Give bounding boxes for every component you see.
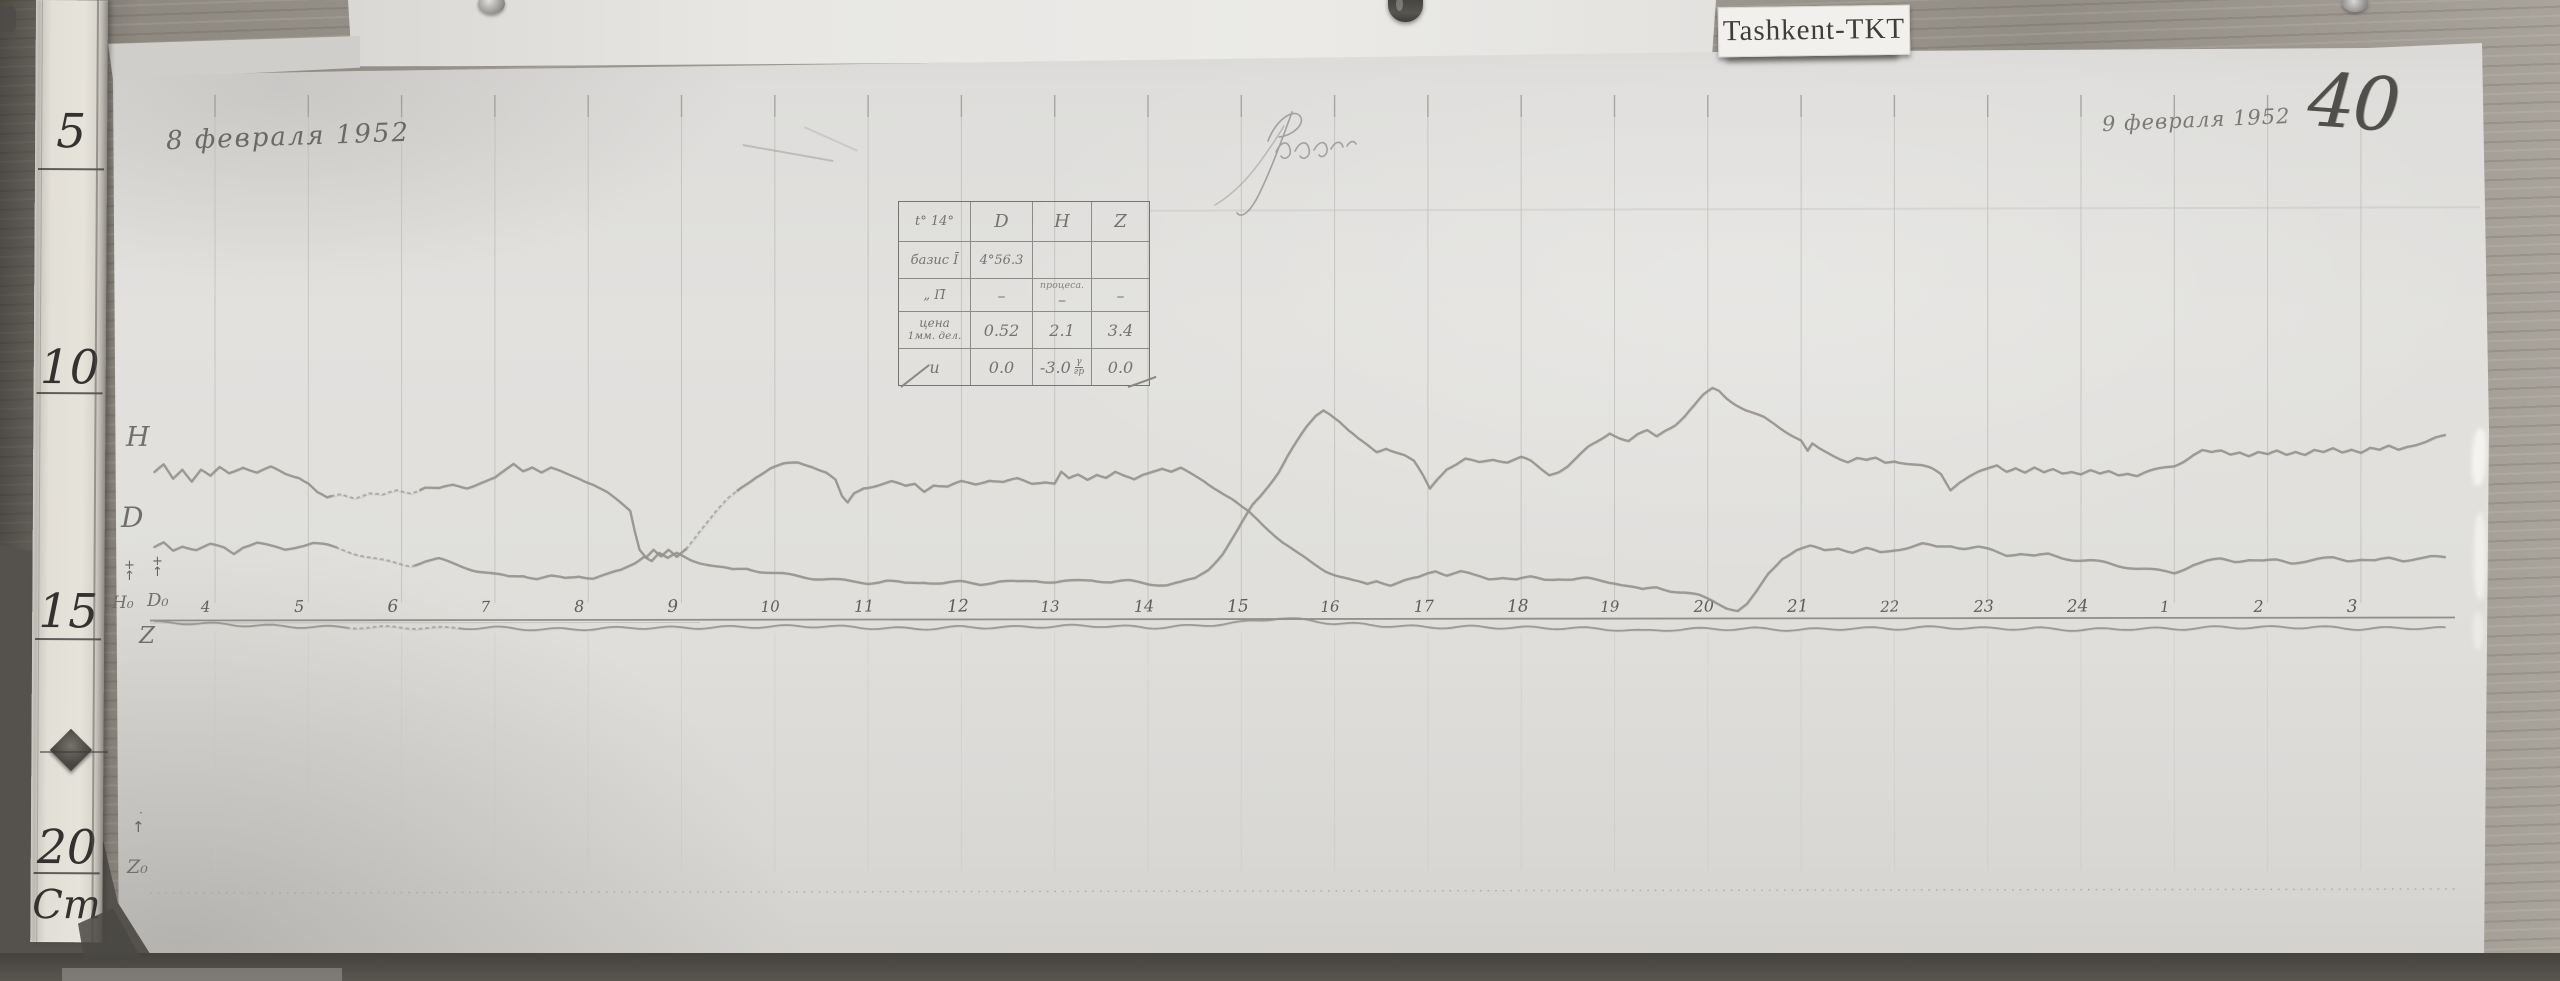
svg-text:8: 8 [574,597,585,616]
svg-text:9: 9 [667,597,679,617]
svg-text:14: 14 [1133,596,1154,616]
hour-gridlines [214,95,2362,871]
table-header-h: H [1033,202,1092,242]
pushpin-string [40,751,108,753]
calibration-table: t° 14° D H Z базис Ī 4°56.3 „ П̄ – проце… [898,201,1157,389]
svg-text:17: 17 [1413,596,1435,616]
ruler-mark-10: 10 [39,340,100,396]
svg-text:13: 13 [1040,597,1060,616]
table-p-d-value: – [971,279,1033,312]
clip-icon [1388,0,1423,22]
temp-z-number: 0.0 [1107,357,1134,377]
up-arrow-icon: ↑ [124,569,135,584]
table-header-t: t° 14° [899,202,971,242]
table-basis-d-value: 4°56.3 [971,242,1033,279]
ruler-mark-5: 5 [56,104,87,160]
table-temp-z-value: 0.0 [1092,349,1157,389]
table-p-h-dash: – [1058,290,1066,309]
svg-text:22: 22 [1879,597,1900,616]
trace-label-z: Z [139,623,155,649]
wall-hook-icon [0,6,16,32]
table-scale-h-value: 2.1 [1033,312,1092,349]
table-temp-h-value: -3.0 γ гр [1033,349,1092,385]
temp-h-unit-fraction: γ гр [1073,356,1085,377]
svg-text:21: 21 [1786,596,1809,617]
svg-text:10: 10 [760,597,780,616]
sheet-edge-tear [2474,512,2486,600]
svg-text:7: 7 [480,598,491,616]
polarity-mark: + ↑ [152,554,163,580]
svg-text:18: 18 [1507,596,1530,617]
table-row-scale-label: цена 1мм. дел. [899,312,971,349]
svg-text:15: 15 [1227,596,1249,617]
station-label: Tashkent-TKT [1717,4,1911,58]
table-p-h-value: процеса. – [1033,279,1092,312]
table-row-p-label: „ П̄ [899,279,971,312]
table-header-d: D [971,202,1033,242]
table-row-temp-label: и [899,349,971,388]
svg-text:3: 3 [2346,597,2358,617]
shelf-shadow [0,953,2560,981]
plus-sign: + [124,558,135,573]
svg-text:5: 5 [294,597,305,616]
svg-text:1: 1 [2160,598,2170,616]
trace-h [153,461,2447,613]
trace-label-h: H [126,422,150,453]
table-basis-h-value [1033,242,1092,279]
table-basis-z-value [1092,242,1149,279]
svg-text:23: 23 [1972,596,1994,616]
pushpin-icon [478,0,505,14]
ruler-mark-20: 20 [36,820,97,876]
svg-text:4: 4 [200,598,211,616]
scale-label-line2: 1мм. дел. [907,330,962,342]
cm-ruler: 5 10 15 20 Cm [30,0,108,943]
up-arrow-icon: ↑ [152,565,163,580]
pencil-slash [900,364,930,388]
table-p-z-value: – [1092,279,1149,312]
temp-h-number: -3.0 [1039,357,1071,377]
scale-label-line1: цена [919,316,950,330]
table-scale-d-value: 0.52 [971,312,1033,349]
hour-labels: 4 5 6 7 8 9 10 11 12 13 14 15 16 17 18 19 20 21 22 23 24 1 2 3 [200,596,2358,617]
floor-glimpse [62,968,342,981]
fraction-numerator: γ [1075,356,1083,368]
trace-label-d: D [121,501,144,534]
trace-z [153,617,2447,633]
baseline-label-d0: D₀ [147,590,169,611]
svg-text:19: 19 [1600,597,1620,616]
table-p-h-note: процеса. [1039,280,1085,291]
polarity-mark: ↑ [132,818,145,836]
svg-text:16: 16 [1320,597,1340,616]
baseline-label-h0: H₀ [112,593,134,613]
svg-text:11: 11 [854,596,875,616]
table-row-basis-label: базис Ī [899,242,971,279]
fraction-denominator: гр [1073,366,1085,377]
svg-text:2: 2 [2252,597,2264,616]
svg-text:20: 20 [1692,596,1714,616]
table-header-z: Z [1092,202,1149,242]
temp-label: и [929,357,940,377]
sheet-edge-tear [2473,612,2483,650]
dot-mark: · [139,806,143,820]
plus-sign: + [152,554,163,569]
trace-d [153,386,2447,588]
baseline-label-z0: Z₀ [127,856,148,878]
table-scale-z-value: 3.4 [1092,312,1149,349]
svg-text:6: 6 [387,597,399,617]
pushpin-icon [2342,0,2368,12]
up-arrow-icon: ↑ [132,818,145,836]
table-temp-d-value: 0.0 [971,349,1033,385]
polarity-mark: + ↑ [124,558,135,584]
svg-text:24: 24 [2065,596,2088,617]
ruler-mark-15: 15 [38,584,99,640]
svg-text:12: 12 [947,596,969,617]
ruler-tick [37,168,104,171]
